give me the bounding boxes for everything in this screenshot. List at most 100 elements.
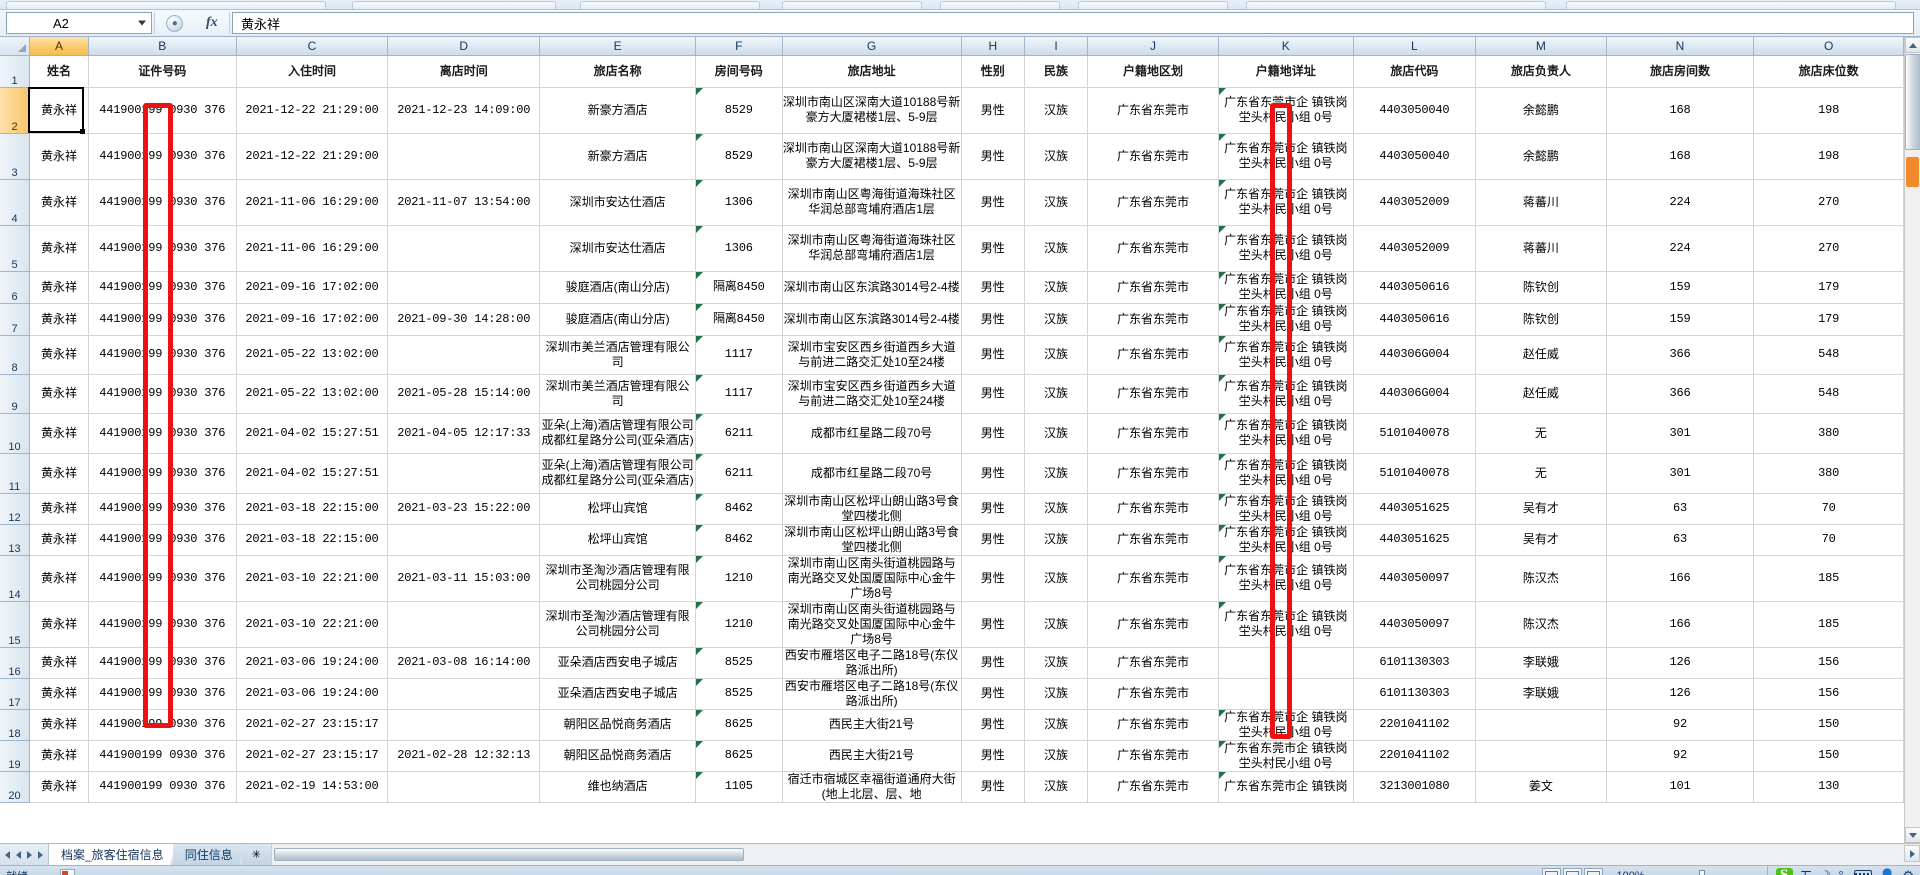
data-cell[interactable]: 亚朵酒店西安电子城店 xyxy=(539,647,697,679)
column-title-cell[interactable]: 旅店床位数 xyxy=(1753,55,1904,88)
table-row[interactable]: 19 黄永祥 441900199 0930 376 2021-02-27 23:15:… xyxy=(0,740,1904,772)
data-cell[interactable]: 朝阳区品悦商务酒店 xyxy=(539,709,697,741)
column-header-n[interactable]: N xyxy=(1606,37,1755,56)
table-row[interactable]: 6 黄永祥 441900199 0930 376 2021-09-16 17:02:0… xyxy=(0,271,1904,304)
data-cell[interactable]: 8525 xyxy=(695,647,783,679)
data-cell[interactable]: 92 xyxy=(1606,740,1755,772)
data-cell[interactable]: 黄永祥 xyxy=(29,493,90,525)
data-cell[interactable]: 2021-02-19 14:53:00 xyxy=(236,771,389,803)
sheet-tab-0[interactable]: 档案_旅客住宿信息 xyxy=(49,844,177,865)
data-cell[interactable]: 西安市雁塔区电子二路18号(东仪路派出所) xyxy=(782,678,962,710)
data-cell[interactable]: 8525 xyxy=(695,678,783,710)
data-cell[interactable] xyxy=(387,678,541,710)
data-cell[interactable] xyxy=(1218,647,1354,679)
data-cell[interactable]: 441900199 0930 376 xyxy=(88,709,237,741)
row-header-3[interactable]: 3 xyxy=(0,133,30,180)
column-title-cell[interactable]: 民族 xyxy=(1024,55,1089,88)
data-cell[interactable]: 广东省东莞市企 镇铁岗坣头村民小组 0号 xyxy=(1218,87,1354,134)
table-row[interactable]: 16 黄永祥 441900199 0930 376 2021-03-06 19:24:… xyxy=(0,647,1904,679)
data-cell[interactable]: 2021-11-07 13:54:00 xyxy=(387,179,541,226)
data-cell[interactable]: 西民主大街21号 xyxy=(782,709,962,741)
column-title-cell[interactable]: 性别 xyxy=(961,55,1025,88)
data-cell[interactable]: 441900199 0930 376 xyxy=(88,493,237,525)
data-cell[interactable]: 李联娥 xyxy=(1475,678,1607,710)
row-header-13[interactable]: 13 xyxy=(0,524,30,556)
ime-moon-icon[interactable]: ☽ xyxy=(1819,867,1832,875)
formula-input[interactable]: 黄永祥 xyxy=(232,12,1914,34)
data-cell[interactable]: 男性 xyxy=(961,413,1025,454)
data-cell[interactable]: 黄永祥 xyxy=(29,740,90,772)
row-header-6[interactable]: 6 xyxy=(0,271,30,304)
data-cell[interactable]: 380 xyxy=(1753,413,1904,454)
data-cell[interactable]: 广东省东莞市 xyxy=(1087,335,1219,375)
row-header-17[interactable]: 17 xyxy=(0,678,30,710)
data-cell[interactable]: 4403052009 xyxy=(1353,225,1476,272)
data-cell[interactable]: 汉族 xyxy=(1024,271,1089,304)
data-cell[interactable]: 441900199 0930 376 xyxy=(88,87,237,134)
data-cell[interactable]: 8462 xyxy=(695,524,783,556)
data-cell[interactable]: 150 xyxy=(1753,740,1904,772)
data-cell[interactable]: 汉族 xyxy=(1024,493,1089,525)
column-header-a[interactable]: A xyxy=(29,37,90,56)
data-cell[interactable]: 441900199 0930 376 xyxy=(88,453,237,494)
data-cell[interactable]: 深圳市美兰酒店管理有限公司 xyxy=(539,335,697,375)
data-cell[interactable]: 新豪方酒店 xyxy=(539,87,697,134)
zoom-slider[interactable] xyxy=(1658,869,1755,875)
ime-mode-label[interactable]: 五 xyxy=(1800,866,1813,875)
row-header-1[interactable]: 1 xyxy=(0,55,30,88)
data-cell[interactable]: 224 xyxy=(1606,179,1755,226)
data-cell[interactable] xyxy=(387,524,541,556)
data-cell[interactable]: 2021-12-23 14:09:00 xyxy=(387,87,541,134)
normal-view-icon[interactable] xyxy=(1541,868,1561,875)
data-cell[interactable]: 男性 xyxy=(961,647,1025,679)
data-cell[interactable]: 198 xyxy=(1753,133,1904,180)
data-cell[interactable]: 2021-03-08 16:14:00 xyxy=(387,647,541,679)
data-cell[interactable]: 汉族 xyxy=(1024,453,1089,494)
column-title-cell[interactable]: 房间号码 xyxy=(695,55,783,88)
data-cell[interactable]: 168 xyxy=(1606,133,1755,180)
page-break-view-icon[interactable] xyxy=(1583,868,1603,875)
table-row[interactable]: 20 黄永祥 441900199 0930 376 2021-02-19 14:53:… xyxy=(0,771,1904,803)
column-title-cell[interactable]: 姓名 xyxy=(29,55,90,88)
vertical-scrollbar[interactable] xyxy=(1904,37,1920,843)
data-cell[interactable]: 深圳市南山区松坪山朗山路3号食堂四楼北侧 xyxy=(782,524,962,556)
data-cell[interactable]: 男性 xyxy=(961,179,1025,226)
select-all-corner[interactable] xyxy=(0,37,30,56)
table-row[interactable]: 4 黄永祥 441900199 0930 376 2021-11-06 16:29:0… xyxy=(0,179,1904,226)
data-cell[interactable] xyxy=(1218,678,1354,710)
data-cell[interactable]: 男性 xyxy=(961,771,1025,803)
column-title-cell[interactable]: 户籍地详址 xyxy=(1218,55,1354,88)
table-row[interactable]: 9 黄永祥 441900199 0930 376 2021-05-22 13:02:0… xyxy=(0,374,1904,414)
table-row[interactable]: 17 黄永祥 441900199 0930 376 2021-03-06 19:24:… xyxy=(0,678,1904,710)
first-sheet-icon[interactable] xyxy=(5,850,10,859)
data-cell[interactable]: 黄永祥 xyxy=(29,647,90,679)
data-cell[interactable]: 深圳市南山区粤海街道海珠社区华润总部弯埔府酒店1层 xyxy=(782,179,962,226)
data-cell[interactable]: 179 xyxy=(1753,303,1904,336)
ime-engine-icon[interactable]: S xyxy=(1775,867,1793,875)
data-cell[interactable]: 4403052009 xyxy=(1353,179,1476,226)
page-layout-view-icon[interactable] xyxy=(1562,868,1582,875)
column-header-b[interactable]: B xyxy=(88,37,237,56)
data-cell[interactable]: 广东省东莞市企 镇铁岗坣头村民小组 0号 xyxy=(1218,303,1354,336)
data-cell[interactable]: 441900199 0930 376 xyxy=(88,271,237,304)
data-cell[interactable]: 汉族 xyxy=(1024,709,1089,741)
data-cell[interactable]: 男性 xyxy=(961,133,1025,180)
data-cell[interactable]: 4403050040 xyxy=(1353,87,1476,134)
data-cell[interactable]: 吴有才 xyxy=(1475,524,1607,556)
data-cell[interactable]: 陈钦创 xyxy=(1475,271,1607,304)
column-header-g[interactable]: G xyxy=(782,37,962,56)
data-cell[interactable]: 黄永祥 xyxy=(29,555,90,602)
data-cell[interactable]: 黄永祥 xyxy=(29,601,90,648)
column-header-d[interactable]: D xyxy=(387,37,541,56)
data-cell[interactable]: 广东省东莞市 xyxy=(1087,271,1219,304)
data-cell[interactable]: 蒋蕃川 xyxy=(1475,225,1607,272)
data-cell[interactable]: 8625 xyxy=(695,709,783,741)
data-cell[interactable]: 441900199 0930 376 xyxy=(88,601,237,648)
data-cell[interactable]: 汉族 xyxy=(1024,555,1089,602)
row-header-11[interactable]: 11 xyxy=(0,453,30,494)
data-cell[interactable]: 新豪方酒店 xyxy=(539,133,697,180)
data-cell[interactable]: 2021-09-16 17:02:00 xyxy=(236,303,389,336)
data-cell[interactable]: 4403050616 xyxy=(1353,303,1476,336)
data-cell[interactable]: 深圳市南山区松坪山朗山路3号食堂四楼北侧 xyxy=(782,493,962,525)
data-cell[interactable]: 西安市雁塔区电子二路18号(东仪路派出所) xyxy=(782,647,962,679)
